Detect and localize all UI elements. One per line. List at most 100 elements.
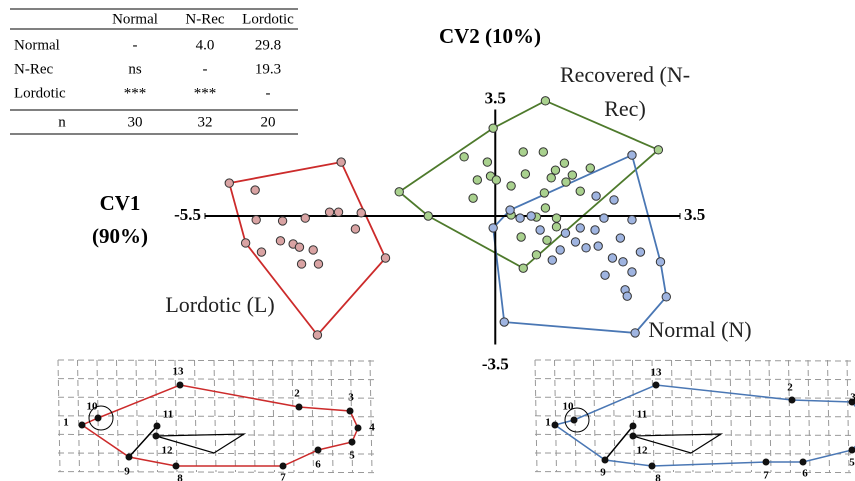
data-point xyxy=(552,223,560,231)
fin-line xyxy=(129,426,157,457)
table-cell: - xyxy=(133,37,138,53)
landmark xyxy=(571,417,578,424)
landmark xyxy=(602,457,609,464)
landmark-label: 11 xyxy=(637,409,647,421)
grid-line xyxy=(292,360,294,472)
y-tick-label: 3.5 xyxy=(485,88,506,107)
landmark xyxy=(649,463,656,470)
data-point xyxy=(576,224,584,232)
grid-line xyxy=(789,360,791,472)
landmark xyxy=(630,423,637,430)
data-point xyxy=(547,174,555,182)
landmark xyxy=(653,382,660,389)
x-tick-label: -5.5 xyxy=(174,205,201,224)
data-point xyxy=(241,239,249,247)
data-point xyxy=(539,148,547,156)
landmark-label: 2 xyxy=(787,382,793,394)
grid-line xyxy=(672,360,674,472)
table-cell: - xyxy=(203,61,208,77)
group-label: Recovered (N-Rec) xyxy=(555,58,695,126)
data-point xyxy=(619,258,627,266)
landmark xyxy=(800,459,807,466)
table-cell: 30 xyxy=(128,114,143,130)
landmark xyxy=(355,425,362,432)
landmark xyxy=(95,415,102,422)
data-point xyxy=(656,258,664,266)
table-cell: *** xyxy=(124,85,147,101)
landmark-label: 10 xyxy=(87,401,99,413)
grid-line xyxy=(195,360,197,472)
table-cell: 29.8 xyxy=(255,37,281,53)
landmark xyxy=(315,447,322,454)
data-point xyxy=(541,204,549,212)
data-point xyxy=(592,192,600,200)
grid-line xyxy=(535,360,855,361)
grid-line xyxy=(58,360,378,361)
data-point xyxy=(257,248,265,256)
grid-line xyxy=(58,379,378,380)
data-point xyxy=(251,186,259,194)
table-header: Normal xyxy=(112,11,158,27)
landmark-label: 13 xyxy=(173,366,185,378)
landmark-label: 3 xyxy=(850,392,855,404)
data-point xyxy=(309,246,317,254)
data-point xyxy=(469,194,477,202)
data-point xyxy=(357,209,365,217)
data-point xyxy=(395,188,403,196)
chart-title: CV2 (10%) xyxy=(439,24,541,48)
grid-line xyxy=(58,472,378,473)
grid-line xyxy=(214,360,216,472)
data-point xyxy=(297,260,305,268)
landmark-label: 8 xyxy=(655,473,661,481)
landmark xyxy=(349,439,356,446)
landmark xyxy=(347,408,354,415)
grid-line xyxy=(633,360,635,472)
landmark-label: 8 xyxy=(177,473,183,481)
landmark-label: 10 xyxy=(563,401,575,413)
grid-line xyxy=(370,360,372,472)
table-cell: ns xyxy=(128,61,142,77)
landmark-label: 12 xyxy=(637,445,649,457)
data-point xyxy=(594,242,602,250)
landmark-label: 13 xyxy=(651,367,663,379)
data-point xyxy=(591,226,599,234)
landmark xyxy=(280,463,287,470)
data-point xyxy=(500,318,508,326)
landmark-label: 1 xyxy=(63,417,69,429)
y-tick-label: -3.5 xyxy=(482,354,509,373)
data-point xyxy=(295,243,303,251)
landmark-label: 7 xyxy=(763,470,769,481)
figure: NormalN-RecLordoticNormal-4.029.8N-Recns… xyxy=(0,0,855,481)
grid-line xyxy=(613,360,615,472)
table-row-label: Lordotic xyxy=(14,85,66,101)
landmark-label: 5 xyxy=(849,457,855,469)
data-point xyxy=(381,254,389,262)
landmark xyxy=(763,459,770,466)
data-point xyxy=(532,251,540,259)
grid-line xyxy=(136,360,138,472)
landmark-label: 5 xyxy=(349,450,355,462)
table-cell: 4.0 xyxy=(196,37,215,53)
group-label: Lordotic (L) xyxy=(140,288,300,322)
data-point xyxy=(483,158,491,166)
landmark-label: 12 xyxy=(162,445,174,457)
data-point xyxy=(519,148,527,156)
group-hull xyxy=(493,155,666,333)
landmark xyxy=(296,404,303,411)
grid-line xyxy=(769,360,771,472)
grid-line xyxy=(58,416,378,417)
landmark xyxy=(552,422,559,429)
grid-line xyxy=(58,397,378,398)
chart: NormalN-RecLordoticNormal-4.029.8N-Recns… xyxy=(0,0,855,481)
data-point xyxy=(582,244,590,252)
data-point xyxy=(623,292,631,300)
landmark-label: 9 xyxy=(600,467,606,479)
grid-line xyxy=(156,360,158,472)
data-point xyxy=(473,176,481,184)
data-point xyxy=(351,225,359,233)
x-tick-label: 3.5 xyxy=(684,205,705,224)
x-axis-label: (90%) xyxy=(92,224,148,248)
data-point xyxy=(548,256,556,264)
